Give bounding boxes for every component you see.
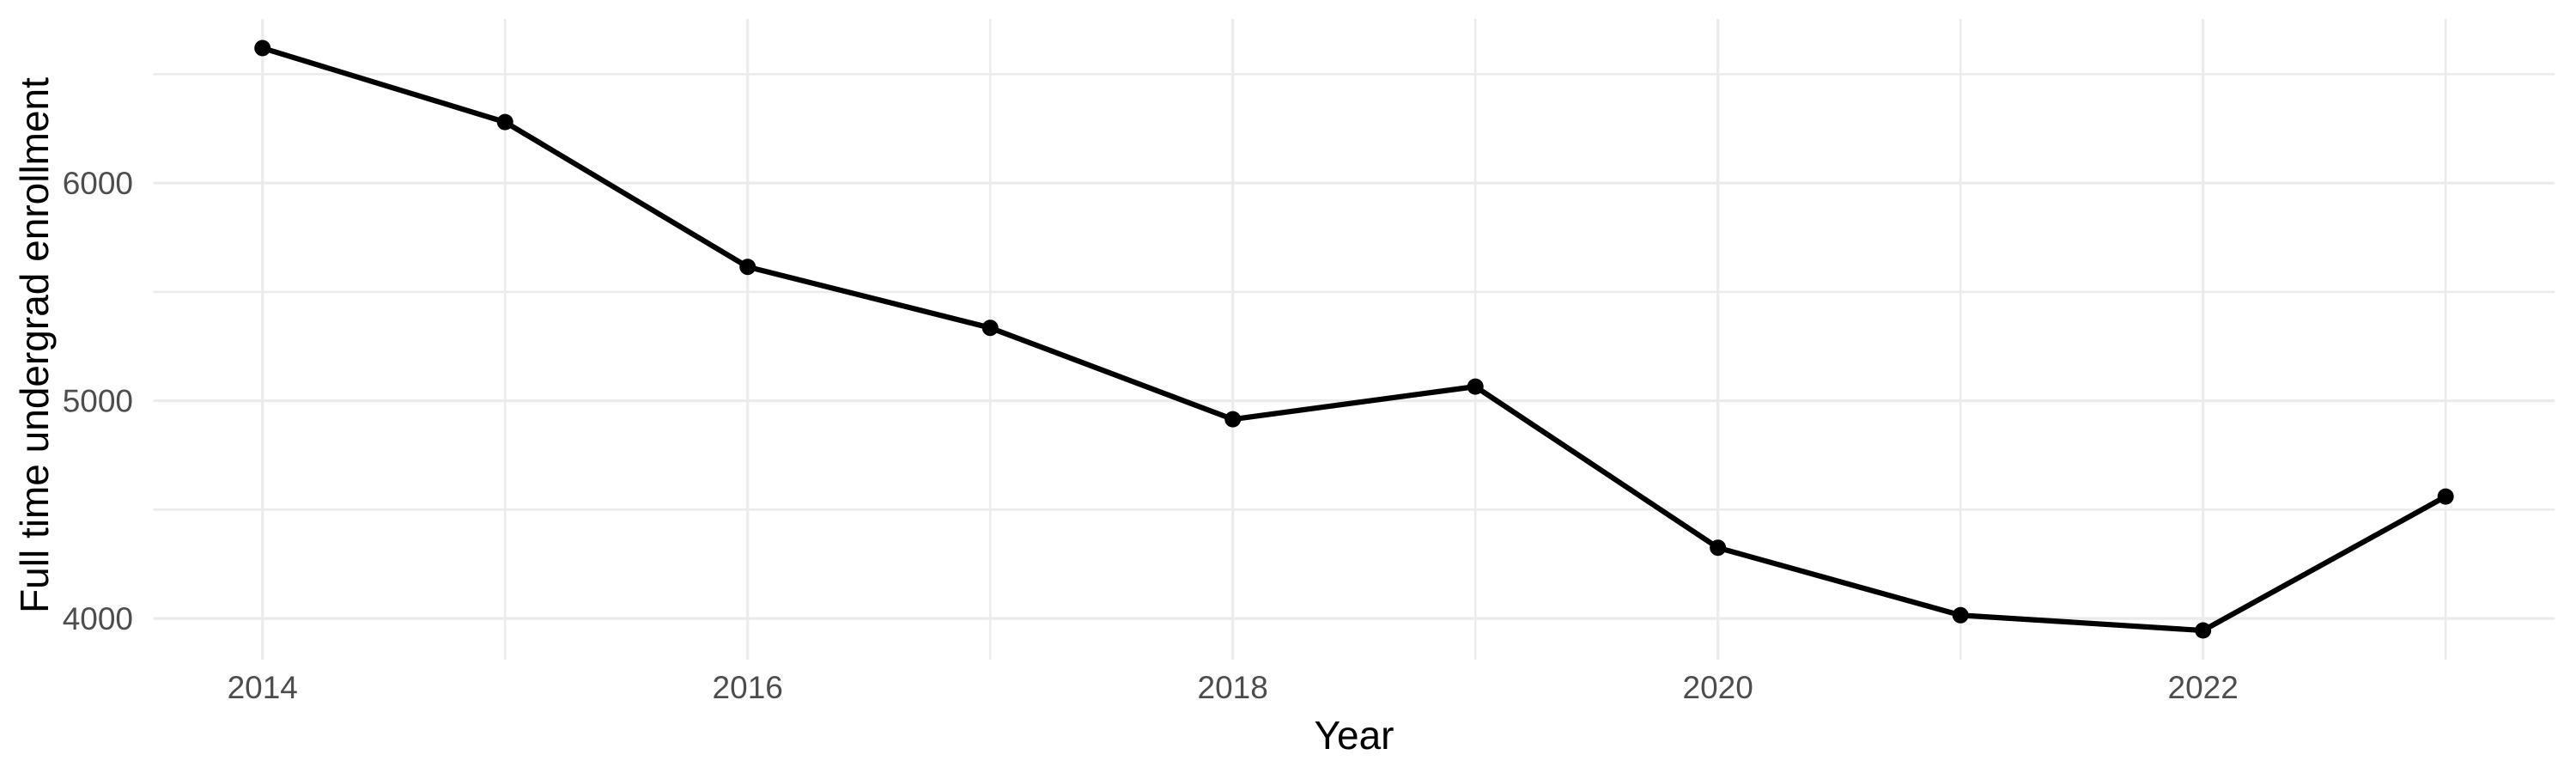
data-point	[739, 259, 756, 276]
data-point	[1224, 411, 1242, 428]
data-point	[254, 40, 271, 57]
data-point	[2437, 488, 2454, 505]
x-tick-label: 2016	[713, 670, 783, 705]
y-tick-label: 6000	[63, 166, 133, 201]
data-point	[496, 113, 513, 131]
data-point	[2195, 622, 2212, 639]
x-tick-label: 2018	[1198, 670, 1268, 705]
y-tick-label: 4000	[63, 601, 133, 636]
x-axis-title: Year	[1314, 713, 1394, 758]
x-tick-label: 2014	[228, 670, 298, 705]
data-point	[1467, 378, 1484, 395]
y-axis-title: Full time undergrad enrollment	[12, 77, 57, 613]
x-tick-label: 2020	[1683, 670, 1753, 705]
y-tick-label: 5000	[63, 384, 133, 419]
data-point	[1710, 539, 1727, 557]
data-point	[1952, 606, 1969, 624]
series-line	[259, 45, 2449, 634]
data-point	[981, 320, 999, 337]
x-tick-label: 2022	[2168, 670, 2239, 705]
